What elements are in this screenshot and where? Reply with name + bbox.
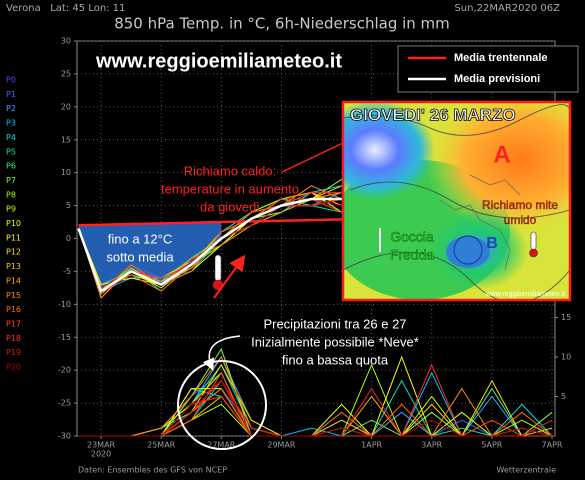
y-tick-label: -25 — [58, 399, 71, 408]
member-label: P20 — [6, 363, 21, 372]
precip-note: Precipitazioni tra 26 e 27 — [263, 316, 406, 331]
brand-label: Wetterzentrale — [496, 466, 556, 475]
warm-note: temperature in aumento — [161, 181, 299, 196]
legend: Media trentennale Media previsioni — [397, 45, 579, 93]
isobar — [349, 181, 570, 219]
member-label: P8 — [6, 190, 16, 199]
coastline — [439, 174, 521, 271]
member-label: P2 — [6, 104, 16, 113]
member-label: P3 — [6, 119, 16, 128]
member-label: P5 — [6, 147, 16, 156]
x-tick-label: 1APR — [361, 441, 382, 450]
y-tick-label: -20 — [58, 366, 71, 375]
x-tick-label: 7APR — [542, 441, 563, 450]
precip-note: fino a bassa quota — [282, 352, 389, 367]
member-label: P9 — [6, 205, 16, 214]
inset-map: GIOVEDI' 26 MARZO A B Richiamo mite umid… — [341, 100, 572, 302]
inset-site: www.reggioemiliameteo.it — [485, 291, 565, 298]
x-tick-label: 23MAR — [87, 441, 116, 450]
run-time: Sun,22MAR2020 06Z — [454, 3, 560, 14]
member-label: P18 — [6, 334, 21, 343]
cold-note: fino a 12°C — [108, 231, 172, 246]
mild-label: umido — [504, 213, 537, 227]
anomaly — [78, 222, 222, 292]
warm-note: Richiamo caldo: — [184, 163, 277, 178]
member-label: P10 — [6, 219, 21, 228]
y-tick-label: 20 — [61, 102, 71, 111]
legend-box — [397, 45, 579, 93]
isobar — [343, 104, 570, 136]
x-tick-label: 27MAR — [207, 441, 236, 450]
x-tick-label: 3APR — [421, 441, 442, 450]
low-ring — [453, 235, 483, 265]
member-label: P17 — [6, 319, 21, 328]
y-tick-label: -5 — [63, 267, 71, 276]
chart-title: 850 hPa Temp. in °C, 6h-Niederschlag in … — [114, 15, 450, 33]
y2-tick-label: 15 — [561, 313, 571, 322]
member-label: P6 — [6, 162, 16, 171]
inset-title: GIOVEDI' 26 MARZO — [350, 105, 516, 124]
mild-label: Richiamo mite — [482, 198, 558, 212]
member-label: P4 — [6, 133, 16, 142]
cold-drop-label: Goccia — [390, 229, 434, 245]
location: Verona Lat: 45 Lon: 11 — [6, 3, 125, 14]
thermometer-icon — [529, 231, 538, 258]
warm-pointer — [281, 142, 344, 173]
below-average-area — [78, 222, 222, 292]
cold-drop-label: Fredda — [390, 247, 435, 263]
member-label: P11 — [6, 233, 21, 242]
map-region — [446, 236, 490, 268]
low-label: B — [486, 235, 498, 252]
member-label: P14 — [6, 276, 21, 285]
y-tick-label: -15 — [58, 333, 71, 342]
y-tick-label: 10 — [61, 168, 71, 177]
x-year-label: 2020 — [91, 450, 111, 459]
member-label: P16 — [6, 305, 21, 314]
high-label: A — [493, 141, 510, 168]
y-tick-label: 30 — [61, 37, 71, 46]
precip-lines — [78, 347, 553, 437]
precip-highlight — [177, 360, 267, 450]
x-tick-label: 5APR — [481, 441, 502, 450]
isobar — [343, 251, 570, 300]
y-tick-label: 25 — [61, 69, 71, 78]
map-region — [343, 102, 435, 200]
y2-tick-label: 5 — [561, 392, 566, 401]
cold-note: sotto media — [106, 249, 174, 264]
y-tick-label: -10 — [58, 300, 71, 309]
source-label: Daten: Ensembles des GFS von NCEP — [78, 466, 227, 475]
y2-tick-label: 10 — [561, 353, 571, 362]
x-tick-label: 29MAR — [267, 441, 296, 450]
member-label: P19 — [6, 348, 21, 357]
y-tick-label: -30 — [58, 432, 71, 441]
member-label: P12 — [6, 248, 21, 257]
y-tick-label: 0 — [66, 234, 71, 243]
legend-label: Media trentennale — [454, 52, 548, 64]
y-tick-label: 5 — [66, 201, 71, 210]
site-label: www.reggioemiliameteo.it — [95, 50, 342, 72]
member-label: P0 — [6, 76, 16, 85]
legend-label: Media previsioni — [454, 73, 540, 85]
x-tick-label: 25MAR — [147, 441, 176, 450]
warm-note: da giovedì — [200, 199, 260, 214]
member-label: P15 — [6, 291, 21, 300]
precip-pointer — [202, 335, 241, 371]
member-label: P7 — [6, 176, 16, 185]
y-tick-label: 15 — [61, 135, 71, 144]
precip-note: Inizialmente possibile *Neve* — [251, 334, 419, 349]
member-label: P13 — [6, 262, 21, 271]
member-label: P1 — [6, 90, 16, 99]
inset-border — [341, 100, 572, 302]
warming-arrow — [213, 254, 246, 299]
precip-line — [78, 379, 553, 437]
